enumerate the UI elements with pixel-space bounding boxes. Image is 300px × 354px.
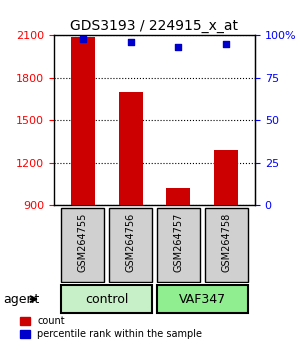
Bar xyxy=(167,188,191,205)
Point xyxy=(80,36,85,42)
Bar xyxy=(214,150,238,205)
FancyBboxPatch shape xyxy=(157,285,248,314)
FancyBboxPatch shape xyxy=(109,208,152,282)
Bar xyxy=(71,37,95,205)
Text: GSM264758: GSM264758 xyxy=(221,213,231,272)
Text: GSM264757: GSM264757 xyxy=(173,213,183,272)
Text: GSM264755: GSM264755 xyxy=(78,213,88,272)
Text: VAF347: VAF347 xyxy=(179,293,226,306)
Bar xyxy=(118,92,142,205)
Text: GSM264756: GSM264756 xyxy=(126,213,136,272)
FancyBboxPatch shape xyxy=(61,208,104,282)
Text: agent: agent xyxy=(3,293,39,306)
FancyBboxPatch shape xyxy=(61,285,152,314)
Point xyxy=(224,41,229,47)
Point xyxy=(176,45,181,50)
Legend: count, percentile rank within the sample: count, percentile rank within the sample xyxy=(20,316,202,339)
FancyBboxPatch shape xyxy=(205,208,248,282)
Point xyxy=(128,39,133,45)
Text: control: control xyxy=(85,293,128,306)
FancyBboxPatch shape xyxy=(157,208,200,282)
Title: GDS3193 / 224915_x_at: GDS3193 / 224915_x_at xyxy=(70,19,239,33)
